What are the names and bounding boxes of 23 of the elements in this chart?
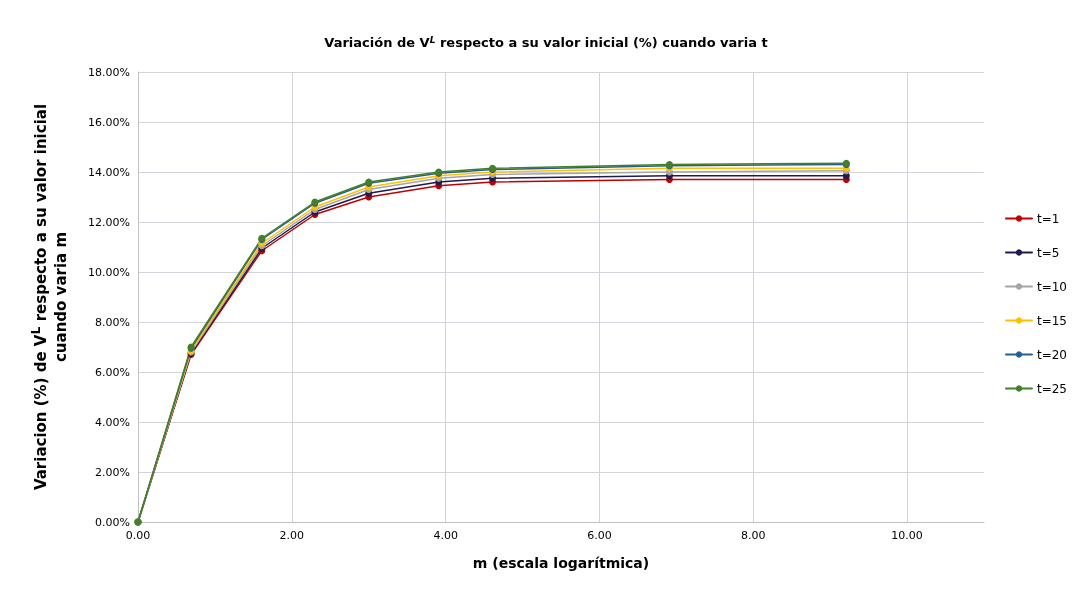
- y-tick-label: 16.00%: [88, 115, 130, 129]
- legend-label: t=20: [1036, 347, 1067, 362]
- legend-label: t=1: [1036, 211, 1060, 226]
- x-tick-label: 8.00: [741, 529, 766, 542]
- y-tick-label: 4.00%: [95, 415, 130, 429]
- legend-label: t=10: [1036, 279, 1067, 294]
- y-tick-label: 10.00%: [88, 265, 130, 279]
- x-tick-label: 6.00: [587, 529, 612, 542]
- legend-label: t=5: [1036, 245, 1060, 260]
- y-tick-label: 6.00%: [95, 365, 130, 379]
- x-axis-title: m (escala logarítmica): [472, 555, 650, 571]
- x-tick-label: 10.00: [891, 529, 923, 542]
- x-tick-label: 0.00: [125, 529, 151, 542]
- x-tick-label: 2.00: [279, 529, 305, 542]
- y-tick-label: 18.00%: [88, 65, 130, 79]
- y-tick-label: 2.00%: [95, 465, 130, 479]
- legend-label: t=15: [1036, 313, 1067, 328]
- y-tick-label: 0.00%: [95, 515, 130, 529]
- y-tick-label: 12.00%: [88, 215, 130, 229]
- x-tick-label: 4.00: [433, 529, 458, 542]
- y-tick-label: 14.00%: [88, 165, 130, 179]
- legend-label: t=25: [1036, 381, 1067, 396]
- y-tick-label: 8.00%: [95, 315, 130, 329]
